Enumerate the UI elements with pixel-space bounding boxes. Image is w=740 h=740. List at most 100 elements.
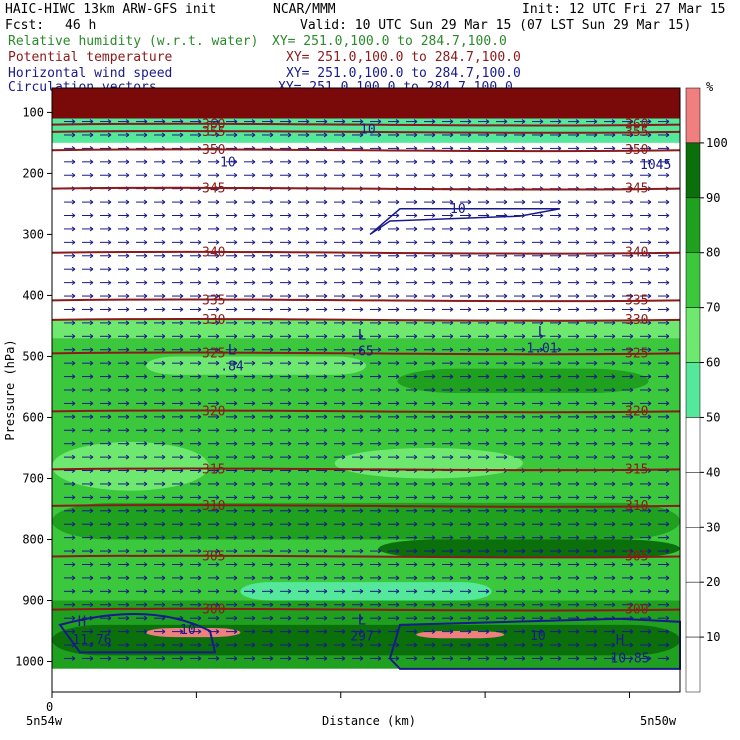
wind-arrowhead-317 xyxy=(269,239,274,245)
wind-arrowhead-437 xyxy=(593,280,598,286)
wind-arrowhead-402 xyxy=(575,266,580,272)
wind-arrowhead-1080 xyxy=(539,535,544,541)
wind-arrowhead-728 xyxy=(323,401,328,406)
wind-arrowhead-52 xyxy=(395,132,400,138)
wind-arrowhead-861 xyxy=(269,454,274,460)
wind-arrowhead-830 xyxy=(323,441,328,447)
wind-arrowhead-313 xyxy=(197,239,202,245)
wind-arrowhead-1146 xyxy=(503,562,508,567)
wind-arrowhead-142 xyxy=(179,172,184,178)
wind-arrowhead-756 xyxy=(215,414,220,420)
wind-arrowhead-951 xyxy=(665,481,670,487)
wind-arrowhead-222 xyxy=(395,199,400,205)
wind-arrowhead-1308 xyxy=(359,629,364,635)
wind-arrowhead-1015 xyxy=(593,508,598,514)
wind-arrowhead-776 xyxy=(575,414,580,420)
wind-speed-label-0: 10 xyxy=(360,122,376,137)
wind-arrowhead-1217 xyxy=(557,588,562,594)
wind-arrowhead-661 xyxy=(341,374,346,379)
wind-arrowhead-1304 xyxy=(287,629,292,635)
wind-arrowhead-1076 xyxy=(467,535,472,541)
wind-arrowhead-331 xyxy=(521,239,526,245)
wind-arrowhead-570 xyxy=(539,333,544,339)
wind-arrowhead-335 xyxy=(593,239,598,245)
wind-arrowhead-343 xyxy=(125,253,130,259)
theta-label-left-6: 330 xyxy=(202,313,225,328)
wind-arrowhead-1272 xyxy=(323,615,328,621)
theta-label-right-6: 330 xyxy=(625,313,648,328)
rh-patch-8 xyxy=(416,630,505,639)
wind-arrowhead-22 xyxy=(467,119,472,124)
wind-arrowhead-920 xyxy=(107,481,112,487)
wind-arrowhead-1120 xyxy=(647,548,652,554)
wind-arrowhead-627 xyxy=(341,360,346,366)
wind-arrowhead-330 xyxy=(503,239,508,245)
wind-arrowhead-866 xyxy=(359,454,364,460)
wind-arrowhead-135 xyxy=(665,159,670,165)
wind-arrowhead-420 xyxy=(287,280,292,286)
wind-arrowhead-780 xyxy=(647,414,652,420)
wind-arrowhead-1222 xyxy=(647,588,652,594)
wind-arrowhead-811 xyxy=(593,427,598,433)
wind-arrowhead-789 xyxy=(197,427,202,433)
wind-arrowhead-502 xyxy=(539,307,544,312)
wind-arrowhead-755 xyxy=(197,414,202,420)
wind-arrowhead-716 xyxy=(107,401,112,406)
wind-arrowhead-1117 xyxy=(593,548,598,554)
wind-arrowhead-1255 xyxy=(629,602,634,608)
wind-arrowhead-105 xyxy=(125,159,130,165)
wind-arrowhead-316 xyxy=(251,239,256,245)
wind-arrowhead-524 xyxy=(323,320,328,326)
wind-arrowhead-457 xyxy=(341,293,346,299)
wind-arrowhead-658 xyxy=(287,374,292,379)
wind-arrowhead-605 xyxy=(557,347,562,353)
wind-arrowhead-1317 xyxy=(521,629,526,635)
wind-arrowhead-1312 xyxy=(431,629,436,635)
wind-arrowhead-611 xyxy=(665,347,670,353)
wind-arrowhead-845 xyxy=(593,441,598,447)
wind-arrowhead-1352 xyxy=(539,642,544,648)
wind-arrowhead-1210 xyxy=(431,588,436,594)
wind-arrowhead-1354 xyxy=(575,642,580,648)
wind-arrowhead-584 xyxy=(179,347,184,353)
wind-arrowhead-258 xyxy=(431,213,436,218)
wind-arrowhead-37 xyxy=(125,132,130,138)
wind-arrowhead-479 xyxy=(125,307,130,312)
wind-arrowhead-606 xyxy=(575,347,580,353)
wind-arrowhead-957 xyxy=(161,494,166,500)
wind-arrowhead-347 xyxy=(197,253,202,259)
wind-arrowhead-453 xyxy=(269,293,274,299)
y-tick-label-3: 400 xyxy=(22,288,44,302)
wind-arrowhead-115 xyxy=(305,159,310,165)
theta-label-left-0: 360 xyxy=(202,118,225,133)
wind-arrowhead-1392 xyxy=(647,656,652,661)
wind-arrowhead-989 xyxy=(125,508,130,514)
wind-arrowhead-460 xyxy=(395,293,400,299)
y-axis-title: Pressure (hPa) xyxy=(3,339,17,440)
wind-arrowhead-546 xyxy=(107,333,112,339)
theta-contour-1 xyxy=(51,130,681,134)
wind-arrowhead-972 xyxy=(431,494,436,500)
wind-arrowhead-961 xyxy=(233,494,238,500)
wind-arrowhead-1356 xyxy=(611,642,616,648)
wind-arrowhead-729 xyxy=(341,401,346,406)
wind-arrowhead-285 xyxy=(305,226,310,232)
low-symbol-2: L xyxy=(538,324,546,340)
low-value-2: 1.01 xyxy=(526,341,557,356)
wind-arrowhead-706 xyxy=(539,387,544,393)
wind-arrowhead-723 xyxy=(233,401,238,406)
wind-arrowhead-1306 xyxy=(323,629,328,635)
wind-arrowhead-698 xyxy=(395,387,400,393)
wind-arrowhead-699 xyxy=(413,387,418,393)
wind-arrowhead-602 xyxy=(503,347,508,353)
wind-arrowhead-932 xyxy=(323,481,328,487)
wind-arrowhead-114 xyxy=(287,159,292,165)
theta-label-right-11: 305 xyxy=(625,550,648,565)
wind-arrowhead-588 xyxy=(251,347,256,353)
wind-arrowhead-455 xyxy=(305,293,310,299)
wind-arrowhead-623 xyxy=(269,360,274,366)
wind-arrowhead-1174 xyxy=(395,575,400,581)
rh-patch-2 xyxy=(334,447,523,479)
wind-arrowhead-1170 xyxy=(323,575,328,581)
wind-arrowhead-1314 xyxy=(467,629,472,635)
